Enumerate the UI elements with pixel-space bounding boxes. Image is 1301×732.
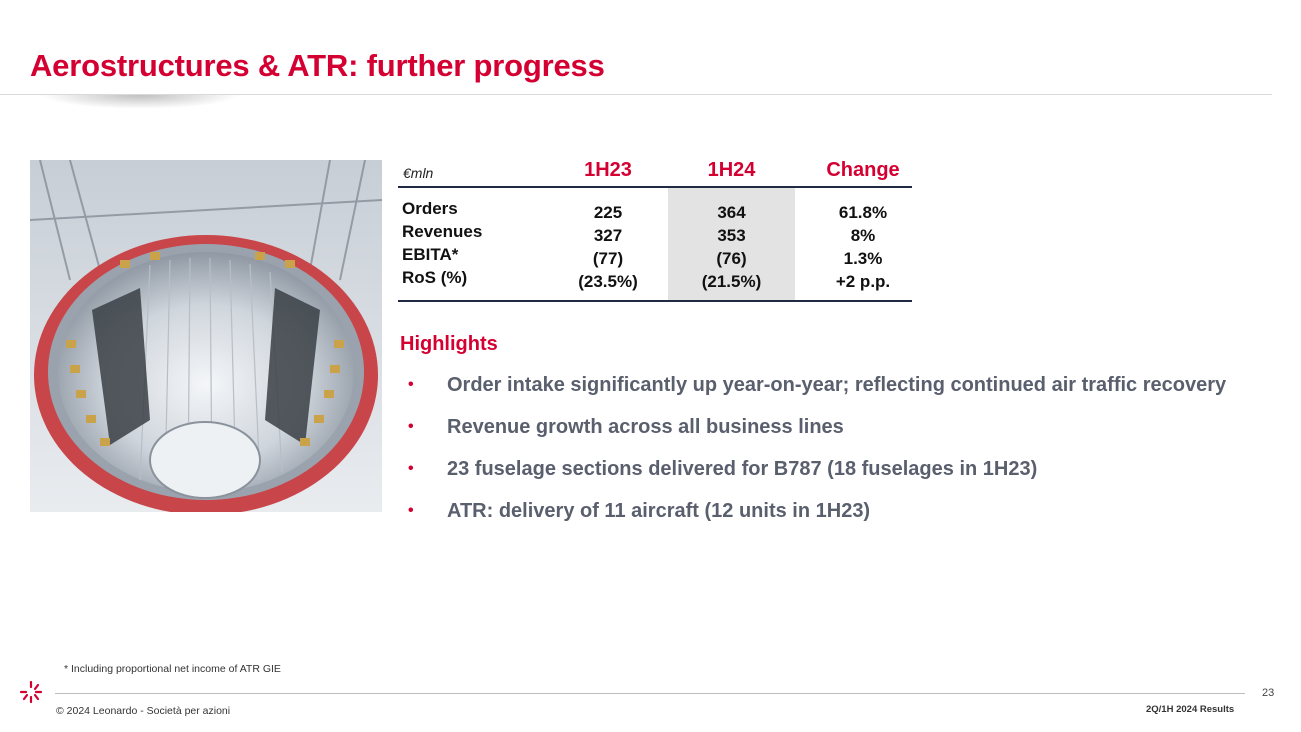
unit-label: €mln (403, 165, 434, 181)
cell-orders-1h24: 364 (717, 203, 746, 222)
fuselage-section-photo (30, 160, 382, 512)
row-labels: Orders Revenues EBITA* RoS (%) (402, 197, 482, 289)
cell-ros-change: +2 p.p. (835, 272, 891, 291)
highlights-list: • Order intake significantly up year-on-… (400, 372, 1240, 540)
highlight-item: • Order intake significantly up year-on-… (400, 372, 1240, 398)
footer-divider (55, 693, 1245, 694)
report-label: 2Q/1H 2024 Results (1146, 704, 1235, 715)
copyright: © 2024 Leonardo - Società per azioni (56, 705, 231, 717)
bullet-marker: • (408, 460, 414, 477)
bullet-marker: • (408, 418, 414, 435)
highlighted-column-1h24 (668, 187, 795, 301)
highlights-heading: Highlights (400, 333, 498, 355)
cell-revenues-1h23: 327 (593, 226, 623, 245)
cell-orders-1h23: 225 (593, 203, 623, 222)
footnote: * Including proportional net income of A… (64, 663, 281, 675)
highlight-text: ATR: delivery of 11 aircraft (12 units i… (447, 500, 871, 522)
column-header-change: Change (826, 159, 900, 181)
leonardo-logo (19, 680, 43, 704)
cell-ebita-1h24: (76) (716, 249, 747, 268)
highlight-item: • ATR: delivery of 11 aircraft (12 units… (400, 498, 1240, 524)
highlight-text: 23 fuselage sections delivered for B787 … (447, 458, 1038, 480)
cell-ebita-change: 1.3% (843, 249, 883, 268)
highlight-item: • 23 fuselage sections delivered for B78… (400, 456, 1240, 482)
cell-orders-change: 61.8% (838, 203, 888, 222)
title-divider-shadow (40, 95, 240, 109)
highlight-item: • Revenue growth across all business lin… (400, 414, 1240, 440)
cell-ebita-1h23: (77) (592, 249, 624, 268)
table-bottom-rule (398, 300, 912, 302)
financial-table: €mln 1H23 1H24 Change Orders Revenues EB… (398, 155, 912, 303)
column-1h24-values: 364 353 (76) (21.5%) (668, 201, 795, 293)
cell-ros-1h23: (23.5%) (578, 272, 638, 291)
cell-revenues-change: 8% (850, 226, 876, 245)
page-number: 23 (1262, 687, 1275, 699)
row-label-ebita: EBITA* (402, 245, 459, 264)
highlight-text: Revenue growth across all business lines (447, 416, 844, 438)
cell-ros-1h24: (21.5%) (701, 272, 762, 291)
row-label-orders: Orders (402, 199, 458, 218)
row-label-revenues: Revenues (402, 222, 483, 241)
column-header-1h24: 1H24 (707, 159, 756, 181)
title-divider (0, 94, 1272, 95)
page-title: Aerostructures & ATR: further progress (30, 48, 605, 83)
cell-revenues-1h24: 353 (717, 226, 746, 245)
highlight-text: Order intake significantly up year-on-ye… (447, 374, 1227, 396)
column-1h23-values: 225 327 (77) (23.5%) (548, 201, 668, 293)
column-change-values: 61.8% 8% 1.3% +2 p.p. (803, 201, 923, 293)
row-label-ros: RoS (%) (402, 268, 468, 287)
bullet-marker: • (408, 376, 414, 393)
bullet-marker: • (408, 502, 414, 519)
column-header-1h23: 1H23 (584, 159, 632, 181)
table-top-rule (398, 186, 912, 188)
